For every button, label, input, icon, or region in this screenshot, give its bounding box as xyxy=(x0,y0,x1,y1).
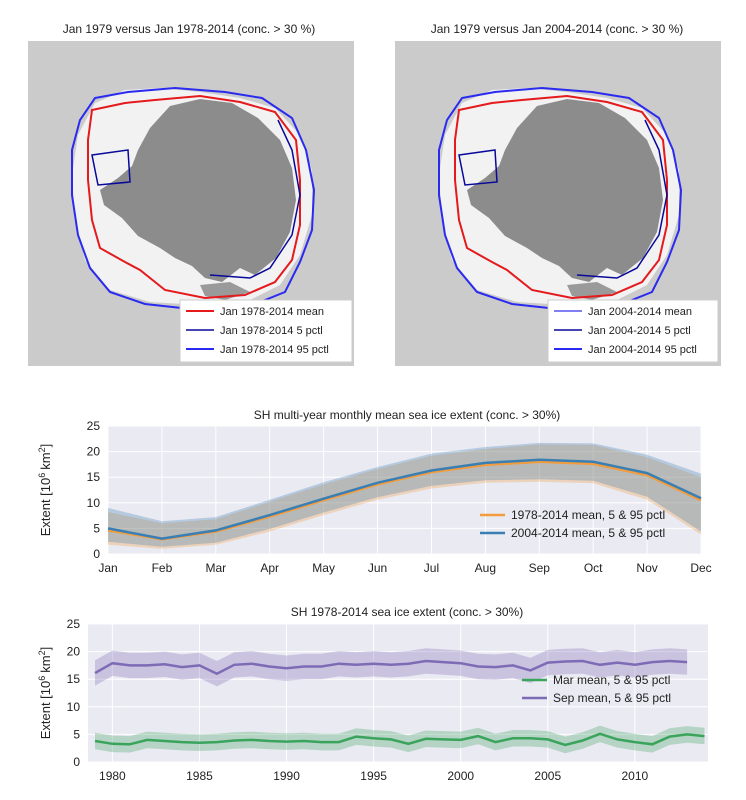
series-line xyxy=(94,732,705,747)
monthly-extent-chart: SH multi-year monthly mean sea ice exten… xyxy=(37,408,712,575)
legend-label: Sep mean, 5 & 95 pctl xyxy=(553,691,671,705)
pctl5-contour xyxy=(91,119,301,279)
chart-legend: 1978-2014 mean, 5 & 95 pctl 2004-2014 me… xyxy=(480,508,665,540)
antarctica-land xyxy=(100,99,296,282)
x-tick-label: 2000 xyxy=(447,769,474,783)
y-tick-label: 10 xyxy=(67,700,81,714)
x-tick-label: 1995 xyxy=(360,769,387,783)
percentile-band xyxy=(108,444,701,549)
y-tick-label: 25 xyxy=(67,617,81,631)
x-tick-label: 1985 xyxy=(186,769,213,783)
legend-label: Jan 2004-2014 mean xyxy=(588,306,692,318)
mean-contour xyxy=(454,94,668,300)
percentile-band xyxy=(95,725,705,754)
x-tick-label: Apr xyxy=(260,561,279,575)
y-tick-label: 5 xyxy=(73,727,80,741)
map-title: Jan 1979 versus Jan 1978-2014 (conc. > 3… xyxy=(63,22,316,36)
y-axis-label: Extent [106km2] xyxy=(37,444,53,537)
annual-extent-chart: SH 1978-2014 sea ice extent (conc. > 30%… xyxy=(37,605,708,783)
x-tick-label: May xyxy=(312,561,335,575)
y-tick-label: 5 xyxy=(93,521,100,535)
map-panel-1978-2014: Jan 1979 versus Jan 1978-2014 (conc. > 3… xyxy=(28,22,354,366)
mean-lines xyxy=(94,659,705,747)
legend-label: 2004-2014 mean, 5 & 95 pctl xyxy=(511,526,665,540)
legend-label: Jan 1978-2014 95 pctl xyxy=(220,344,329,356)
pctl95-contour xyxy=(71,86,316,312)
legend-label: Mar mean, 5 & 95 pctl xyxy=(553,673,670,687)
plot-area xyxy=(88,624,708,762)
series-line xyxy=(107,458,702,540)
y-tick-label: 10 xyxy=(87,496,101,510)
x-tick-label: 1990 xyxy=(273,769,300,783)
chart-legend: Mar mean, 5 & 95 pctl Sep mean, 5 & 95 p… xyxy=(522,673,671,705)
y-tick-label: 20 xyxy=(87,445,101,459)
y-axis-label: Extent [106km2] xyxy=(37,647,53,740)
y-tick-label: 0 xyxy=(73,755,80,769)
legend-label: Jan 2004-2014 95 pctl xyxy=(588,344,697,356)
chart-title: SH 1978-2014 sea ice extent (conc. > 30%… xyxy=(291,605,523,619)
mean-lines xyxy=(107,458,702,541)
x-tick-label: 2005 xyxy=(534,769,561,783)
x-tick-label: 2010 xyxy=(622,769,649,783)
x-tick-labels: 1980 1985 1990 1995 2000 2005 2010 xyxy=(99,769,648,783)
antarctica-land xyxy=(467,99,663,282)
y-tick-label: 20 xyxy=(67,645,81,659)
x-tick-label: 1980 xyxy=(99,769,126,783)
x-tick-labels: Jan Feb Mar Apr May Jun Jul Aug Sep Oct Nov Dec xyxy=(98,561,711,575)
percentile-band xyxy=(95,648,688,687)
y-tick-labels: 0 5 10 15 20 25 xyxy=(67,617,81,769)
legend-label: Jan 1978-2014 5 pctl xyxy=(220,325,323,337)
x-tick-label: Jul xyxy=(424,561,439,575)
y-tick-labels: 0 5 10 15 20 25 xyxy=(87,419,101,561)
x-tick-label: Mar xyxy=(205,561,226,575)
x-tick-label: Jun xyxy=(368,561,387,575)
y-tick-label: 0 xyxy=(93,547,100,561)
percentile-bands xyxy=(95,648,705,754)
pctl5-contour xyxy=(458,119,668,279)
mean-contour xyxy=(87,94,301,300)
legend-label: 1978-2014 mean, 5 & 95 pctl xyxy=(511,508,665,522)
pctl95-contour xyxy=(438,86,683,312)
legend-label: Jan 2004-2014 5 pctl xyxy=(588,325,691,337)
y-tick-label: 15 xyxy=(87,470,101,484)
map-title: Jan 1979 versus Jan 2004-2014 (conc. > 3… xyxy=(431,22,684,36)
x-tick-label: Aug xyxy=(475,561,496,575)
y-tick-label: 15 xyxy=(67,672,81,686)
series-line xyxy=(94,659,688,676)
legend-label: Jan 1978-2014 mean xyxy=(220,306,324,318)
x-tick-label: Oct xyxy=(584,561,603,575)
x-tick-label: Nov xyxy=(636,561,657,575)
x-tick-label: Jan xyxy=(98,561,117,575)
x-tick-label: Feb xyxy=(152,561,173,575)
chart-title: SH multi-year monthly mean sea ice exten… xyxy=(254,408,560,422)
y-tick-label: 25 xyxy=(87,419,101,433)
map-panel-2004-2014: Jan 1979 versus Jan 2004-2014 (conc. > 3… xyxy=(395,22,721,366)
x-tick-label: Dec xyxy=(690,561,711,575)
x-tick-label: Sep xyxy=(529,561,551,575)
